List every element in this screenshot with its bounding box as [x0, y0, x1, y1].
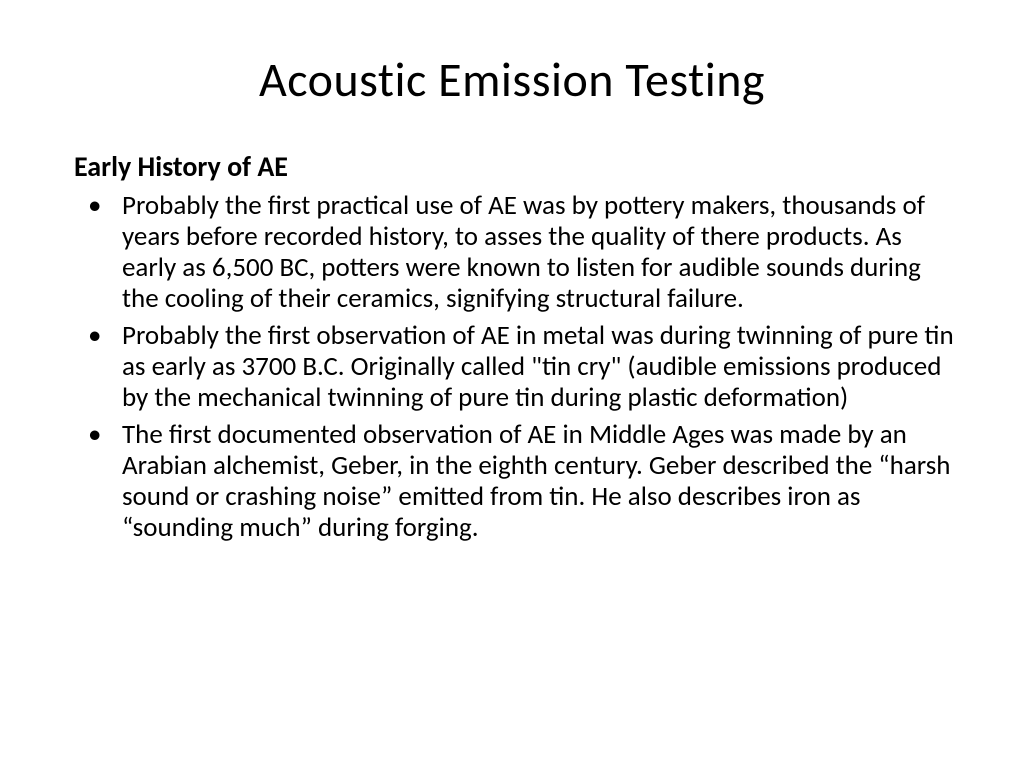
bullet-list: Probably the first practical use of AE w… — [70, 190, 954, 544]
slide-container: Acoustic Emission Testing Early History … — [0, 0, 1024, 768]
slide-title: Acoustic Emission Testing — [70, 50, 954, 109]
list-item: The first documented observation of AE i… — [74, 419, 954, 543]
slide-subheading: Early History of AE — [70, 149, 954, 184]
list-item: Probably the first practical use of AE w… — [74, 190, 954, 314]
list-item: Probably the first observation of AE in … — [74, 320, 954, 413]
